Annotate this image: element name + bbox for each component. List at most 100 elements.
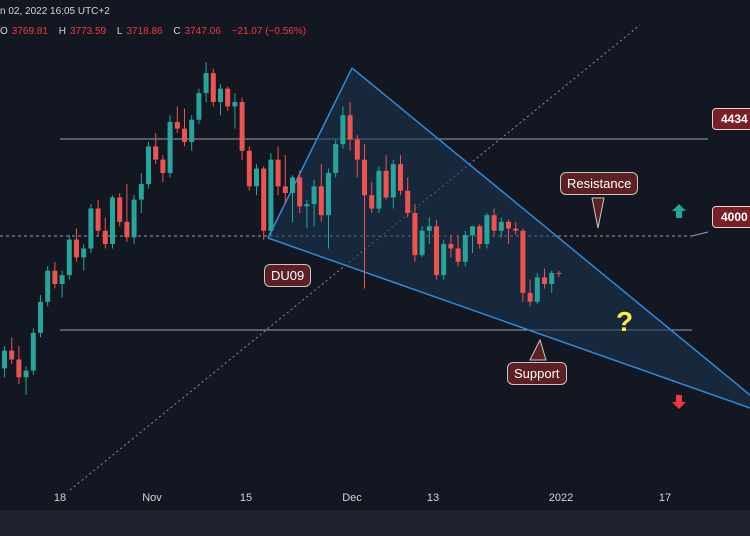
candle <box>239 97 245 160</box>
callout-pointer <box>591 197 605 229</box>
support-label: Support <box>507 362 567 385</box>
candle-body <box>484 215 490 245</box>
x-tick: 2022 <box>548 492 574 504</box>
candle-body <box>9 350 15 360</box>
candle <box>290 175 295 222</box>
candle-body <box>210 73 216 102</box>
candle-body <box>340 115 346 145</box>
wedge-line <box>351 67 750 396</box>
candle-body <box>153 146 159 160</box>
time-axis <box>0 510 750 536</box>
candle-body <box>66 239 72 276</box>
candle <box>434 219 439 280</box>
candle-body <box>333 144 339 173</box>
candle-body <box>434 226 439 276</box>
candle <box>124 184 130 242</box>
arrow-down-icon <box>672 395 686 409</box>
candle-body <box>304 204 310 207</box>
candle-body <box>491 215 497 231</box>
arrow-up-icon <box>672 204 686 218</box>
open-value: 3769.81 <box>11 26 48 37</box>
callout-pointer <box>529 338 547 361</box>
candle-body <box>527 292 533 302</box>
candle <box>110 195 115 249</box>
candle <box>347 101 353 151</box>
candle <box>498 217 504 238</box>
candle <box>218 84 223 116</box>
price-tag-mid: 4000 <box>712 206 750 228</box>
candle-body <box>347 115 353 140</box>
candle <box>16 346 22 384</box>
candle <box>246 146 252 191</box>
candle-body <box>88 208 94 249</box>
candle <box>520 228 526 302</box>
x-tick: 18 <box>53 492 67 504</box>
candle <box>405 177 411 218</box>
candle <box>174 106 180 134</box>
candle-body <box>318 186 324 216</box>
candle-body <box>59 275 65 284</box>
candle <box>23 366 29 395</box>
candle <box>268 153 274 236</box>
candle-body <box>182 128 187 142</box>
candle-body <box>290 177 295 193</box>
candle-body <box>218 88 223 102</box>
candle <box>383 155 389 200</box>
candle-body <box>52 270 58 284</box>
candle-body <box>196 93 202 120</box>
tag-connector <box>691 231 709 237</box>
candle <box>38 295 43 338</box>
candle-body <box>506 221 511 229</box>
wedge-line <box>267 237 750 409</box>
candle <box>340 106 346 149</box>
candlesticks <box>2 62 562 395</box>
candle <box>362 144 367 289</box>
candle <box>398 155 403 196</box>
candle <box>455 235 461 267</box>
candle <box>390 159 396 209</box>
candle-body <box>556 272 562 274</box>
candle-body <box>131 199 137 238</box>
candle-body <box>326 173 331 216</box>
candle-body <box>311 186 317 205</box>
candle <box>160 155 166 182</box>
candle <box>506 219 511 245</box>
candle <box>376 166 382 213</box>
candle-body <box>412 212 418 256</box>
candle-body <box>261 168 267 231</box>
candle-body <box>448 244 454 249</box>
candle <box>477 224 483 249</box>
candle-body <box>362 159 367 196</box>
candle <box>131 195 137 245</box>
candle-body <box>549 272 555 284</box>
candle-body <box>477 226 483 245</box>
candle <box>326 168 331 249</box>
candle <box>513 221 519 236</box>
candle-body <box>268 159 274 231</box>
x-tick: Dec <box>342 492 362 504</box>
candle-body <box>390 164 396 198</box>
candle <box>52 261 58 289</box>
candle-body <box>282 186 288 193</box>
candle-body <box>513 228 519 231</box>
candle-body <box>174 121 180 129</box>
candle <box>146 141 151 189</box>
candle-body <box>534 277 540 302</box>
candle-body <box>239 101 245 151</box>
candle <box>369 181 375 213</box>
candle <box>117 192 123 227</box>
candle-body <box>81 248 87 258</box>
candle-body <box>95 208 101 231</box>
candle <box>232 93 238 129</box>
candle <box>81 244 87 271</box>
candle-body <box>297 177 303 207</box>
resistance-label: Resistance <box>560 172 639 195</box>
candle <box>282 155 288 205</box>
candle <box>196 88 202 125</box>
candle <box>74 228 79 262</box>
candle-body <box>225 88 231 107</box>
candle-body <box>455 248 461 262</box>
candle <box>549 270 555 293</box>
x-tick: 13 <box>426 492 440 504</box>
